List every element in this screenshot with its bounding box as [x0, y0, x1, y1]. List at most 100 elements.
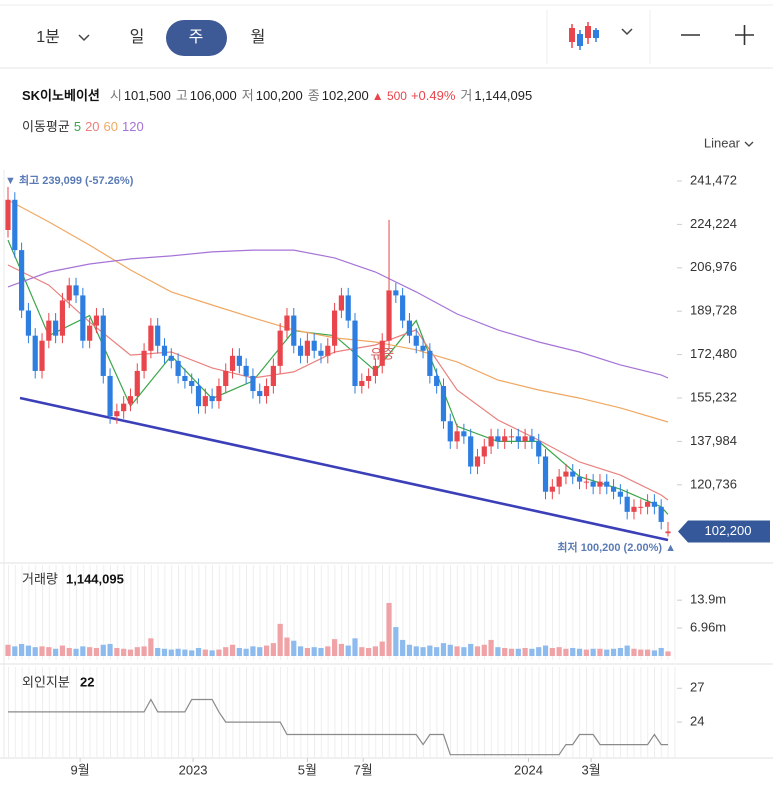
tab-week-selected[interactable]	[166, 20, 227, 56]
volume-bar	[216, 649, 222, 656]
volume-bar	[556, 647, 562, 656]
quote-value: 102,200	[322, 88, 369, 103]
chart-type-chevron[interactable]	[621, 28, 633, 36]
foreign-value: 22	[80, 674, 94, 689]
candle-body	[141, 350, 147, 371]
volume-bar	[617, 647, 623, 656]
volume-bar	[175, 648, 181, 656]
scale-mode-chevron[interactable]	[744, 141, 754, 147]
ma-title: 이동평균	[22, 119, 70, 134]
volume-bar	[338, 643, 345, 656]
volume-bar	[352, 638, 358, 656]
tab-minute-chevron[interactable]	[78, 34, 90, 42]
volume-bar	[576, 648, 583, 656]
candle-body	[270, 365, 276, 387]
volume-bar	[141, 646, 147, 656]
volume-bar	[542, 645, 549, 656]
y-tick-label: 172,480	[690, 346, 737, 361]
x-tick-label: 5월	[298, 762, 317, 777]
candle-body	[447, 421, 453, 442]
candle-body	[631, 506, 637, 512]
trend-line	[19, 396, 669, 542]
candle-body	[39, 340, 45, 371]
volume-bar	[536, 647, 542, 656]
volume-bar	[359, 647, 365, 656]
candle-body	[59, 300, 66, 336]
volume-bar	[39, 646, 45, 656]
volume-bar	[549, 647, 555, 656]
volume-bar	[236, 647, 242, 656]
tab-minute[interactable]: 1분	[36, 29, 60, 46]
current-price-label: 102,200	[705, 523, 752, 538]
candle-body	[658, 506, 664, 522]
candle-body	[495, 436, 501, 442]
volume-bar	[331, 639, 338, 656]
volume-bar	[263, 645, 270, 656]
volume-bar	[644, 649, 651, 656]
tab-month[interactable]: 월	[251, 28, 266, 46]
candle-body	[570, 471, 576, 477]
candle-body	[522, 436, 528, 442]
candle-body	[359, 380, 365, 387]
volume-bar	[447, 644, 453, 656]
candle-body	[474, 456, 481, 467]
candle-body	[372, 365, 379, 376]
x-tick-label: 3월	[582, 762, 601, 777]
candle-body	[134, 370, 140, 397]
volume-bar	[182, 649, 188, 656]
candle-body	[277, 330, 283, 366]
volume-bar	[189, 650, 195, 656]
candle-body	[379, 340, 385, 366]
quote-change: ▲ 500	[372, 89, 408, 103]
volume-bar	[400, 639, 406, 656]
x-tick-label: 9월	[71, 762, 90, 777]
ma-legend: 이동평균 5 20 60 120	[22, 119, 144, 134]
stock-name: SK이노베이션	[22, 88, 100, 103]
candle-body	[73, 285, 79, 296]
volume-bar	[270, 643, 276, 656]
y-tick-label: 189,728	[690, 303, 737, 318]
volume-bar	[427, 645, 433, 656]
candle-body	[576, 476, 583, 482]
zoom-in[interactable]	[735, 25, 754, 45]
candle-body	[189, 380, 195, 387]
volume-bar	[127, 649, 134, 656]
tab-week[interactable]: 주	[189, 29, 204, 46]
candle-body	[338, 295, 345, 311]
candle-body	[216, 386, 222, 402]
volume-title: 거래량	[22, 571, 58, 586]
volume-bar	[529, 648, 535, 656]
scale-mode[interactable]: Linear	[704, 135, 741, 150]
plot-layer: 241,472 224,224 206,976 189,728 172,480 155,2…	[5, 172, 770, 777]
quote-label: 시	[110, 88, 122, 103]
quote-line: SK이노베이션 시 101,500 고 106,000 저 100,200 종 102,200 ▲…	[22, 88, 532, 103]
candle-body	[100, 315, 106, 376]
candle-body	[297, 345, 304, 356]
candle-body	[331, 310, 338, 346]
candle-body	[46, 320, 52, 341]
candle-body	[434, 375, 440, 387]
candle-body	[502, 436, 508, 442]
quote-label: 종	[308, 88, 320, 103]
quote-label: 저	[242, 88, 254, 103]
candle-body	[236, 355, 242, 366]
moving-average-line	[7, 199, 669, 423]
volume-bar	[148, 638, 154, 656]
volume-bar	[5, 644, 11, 656]
volume-bar	[250, 646, 256, 656]
candle-body	[182, 375, 188, 381]
volume-bar	[610, 648, 617, 656]
quote-value: 106,000	[190, 88, 237, 103]
event-annotation: 유증	[370, 346, 394, 361]
volume-bar	[66, 647, 72, 656]
chart-type-icon[interactable]	[569, 22, 599, 50]
tab-day[interactable]: 일	[130, 28, 145, 46]
volume-bar	[624, 645, 630, 656]
candle-body	[202, 396, 208, 407]
volume-bar	[46, 647, 52, 656]
volume-bar	[563, 648, 569, 656]
volume-bar	[168, 649, 174, 656]
volume-bar	[345, 645, 351, 656]
toolbar	[0, 0, 773, 68]
